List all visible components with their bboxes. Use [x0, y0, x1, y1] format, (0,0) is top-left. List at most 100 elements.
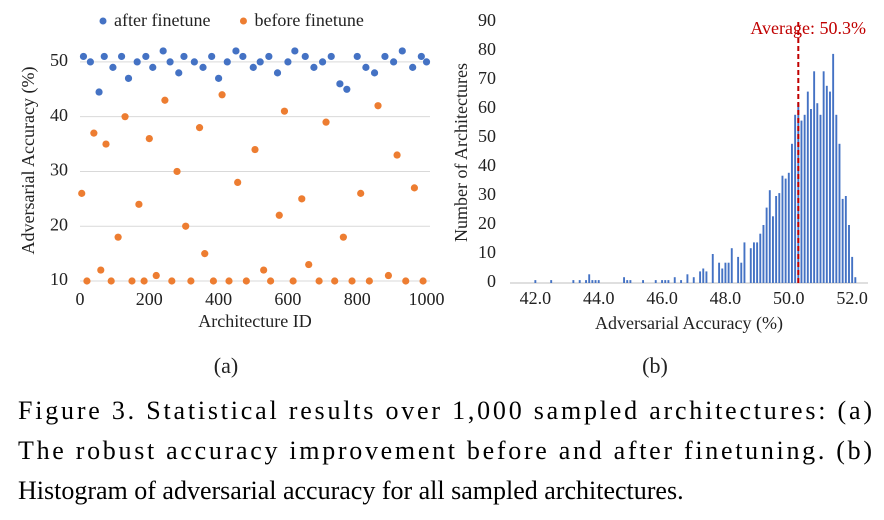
bar: [810, 109, 812, 283]
point: [114, 233, 122, 241]
point: [215, 74, 223, 82]
point: [402, 277, 410, 285]
x-tick-label: 1000: [409, 289, 445, 309]
bar: [588, 274, 591, 283]
point: [339, 233, 347, 241]
x-tick-label: 42.0: [520, 288, 552, 308]
bar: [803, 114, 806, 283]
point: [275, 211, 283, 219]
point: [79, 52, 88, 61]
y-tick-label: 50: [50, 50, 68, 70]
y-tick-label: 0: [487, 271, 496, 291]
bar: [838, 143, 841, 283]
y-axis-title: Adversarial Accuracy (%): [18, 67, 39, 255]
x-axis-title: Adversarial Accuracy (%): [595, 313, 783, 334]
bar: [778, 193, 781, 283]
point: [419, 277, 427, 285]
x-tick-label: 0: [76, 289, 85, 309]
point: [166, 58, 174, 66]
x-tick-label: 46.0: [646, 288, 678, 308]
bar: [534, 280, 537, 283]
point: [109, 63, 117, 71]
point: [256, 58, 264, 66]
point: [121, 113, 129, 121]
bar: [578, 280, 581, 283]
bar: [661, 280, 664, 283]
y-tick-label: 60: [478, 97, 496, 117]
bar: [800, 120, 803, 283]
bar: [854, 277, 857, 283]
point: [100, 52, 108, 61]
bar: [848, 225, 850, 283]
y-tick-label: 30: [478, 184, 496, 204]
bar: [585, 280, 587, 283]
point: [168, 277, 176, 285]
y-tick-label: 90: [478, 10, 496, 30]
bar: [835, 114, 838, 283]
point: [225, 277, 233, 285]
bar: [699, 271, 702, 283]
point: [133, 58, 141, 66]
point: [175, 69, 183, 77]
point: [393, 151, 401, 159]
bar: [591, 280, 594, 283]
point: [234, 178, 242, 187]
point: [140, 277, 148, 285]
point: [384, 271, 393, 280]
legend-label: after finetune: [114, 10, 210, 30]
bar: [851, 256, 854, 283]
point: [142, 52, 150, 61]
x-tick-label: 50.0: [773, 288, 805, 308]
bar: [768, 190, 771, 283]
point: [365, 277, 373, 285]
point: [182, 222, 190, 230]
legend-label: before finetune: [254, 10, 363, 30]
x-tick-label: 800: [344, 289, 371, 309]
bar: [806, 91, 809, 283]
point: [348, 277, 356, 285]
x-tick-label: 600: [274, 289, 301, 309]
panel-label: (a): [214, 353, 238, 378]
bar: [594, 280, 597, 283]
point: [239, 52, 247, 61]
point: [187, 277, 195, 285]
point: [145, 134, 153, 143]
point: [159, 47, 167, 55]
x-axis-title: Architecture ID: [198, 311, 311, 331]
caption-line: Figure 3. Statistical results over 1,000…: [18, 396, 872, 425]
point: [305, 260, 313, 269]
bar: [623, 277, 626, 283]
point: [83, 277, 91, 285]
point: [135, 200, 143, 208]
x-tick-label: 48.0: [710, 288, 742, 308]
bar: [844, 196, 847, 283]
point: [390, 58, 398, 66]
y-tick-label: 10: [478, 242, 496, 262]
bar: [781, 175, 784, 283]
point: [251, 145, 259, 154]
point: [209, 277, 218, 285]
bar: [822, 71, 825, 283]
legend-marker: [239, 17, 247, 25]
y-tick-label: 20: [478, 213, 496, 233]
point: [353, 52, 361, 61]
point: [409, 63, 417, 71]
bar: [825, 85, 828, 283]
point: [284, 58, 292, 66]
average-label: Average: 50.3%: [750, 18, 866, 38]
point: [124, 74, 133, 82]
x-tick-label: 200: [136, 289, 163, 309]
x-tick-label: 400: [205, 289, 232, 309]
point: [357, 189, 365, 197]
bar: [816, 103, 819, 283]
bar: [664, 280, 667, 283]
point: [249, 63, 257, 71]
point: [190, 58, 198, 66]
bar: [749, 248, 752, 283]
point: [149, 63, 157, 71]
point: [315, 277, 323, 285]
bar: [727, 262, 730, 283]
point: [232, 47, 240, 55]
bar: [841, 198, 844, 283]
